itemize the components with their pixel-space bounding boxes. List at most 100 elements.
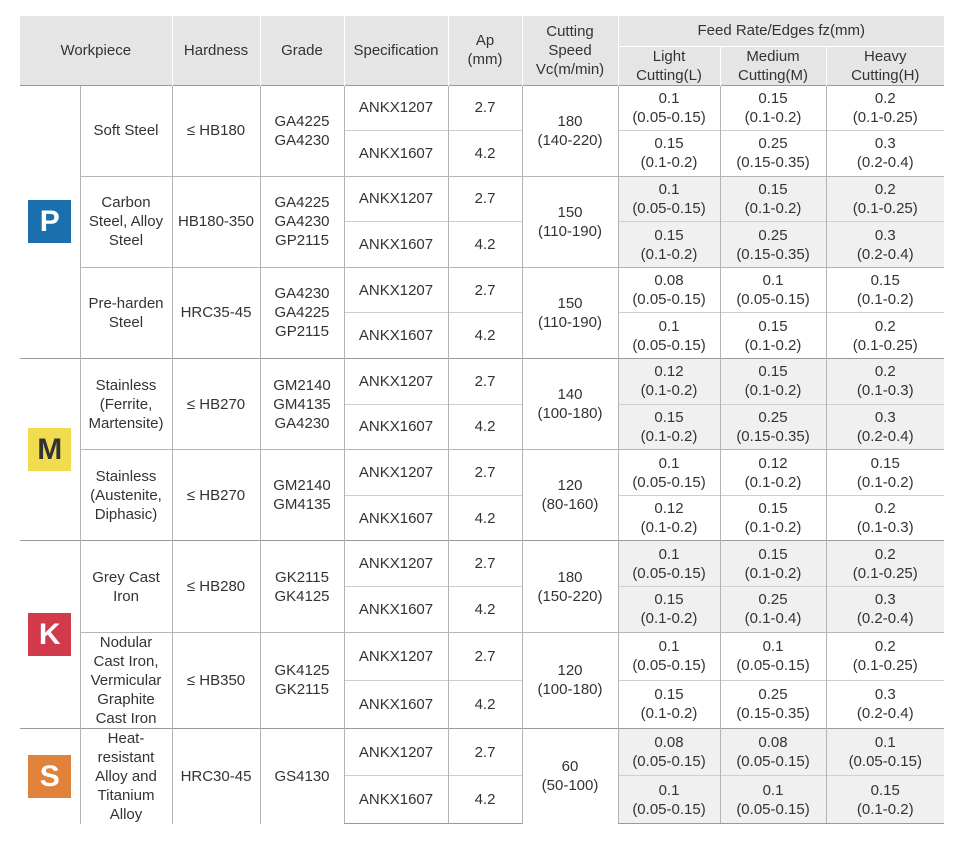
hardness-cell: HRC30-45 — [171, 727, 260, 824]
grade-code: GA4230 — [274, 131, 330, 149]
feed-value: 0.1 — [658, 545, 680, 563]
heavy-header-line1: Heavy — [863, 47, 907, 65]
feed-range: (0.1-0.25) — [852, 564, 918, 582]
table-row: P Soft Steel ≤ HB180 GA4225 GA4230 ANKX1207 2.… — [20, 84, 945, 359]
feed-range: (0.15-0.35) — [736, 427, 810, 445]
grade-code: GA4230 — [274, 414, 330, 432]
feed-medium-cell: 0.15 (0.1-0.2) — [719, 540, 826, 587]
feed-value: 0.15 — [870, 454, 900, 472]
grade-code: GK2115 — [275, 568, 329, 586]
cutting-speed-cell: 140 (100-180) — [521, 358, 618, 450]
specification-cell: ANKX1207 — [343, 449, 448, 496]
ap-cell: 2.7 — [447, 358, 522, 405]
specification-cell: ANKX1207 — [343, 84, 448, 131]
feed-light-cell: 0.1 (0.05-0.15) — [617, 84, 720, 131]
feed-range: (0.1-0.2) — [640, 610, 698, 628]
workpiece-line: Grey Cast — [92, 568, 160, 586]
ap-cell: 2.7 — [447, 266, 522, 313]
workpiece-line: Cast Iron — [95, 709, 157, 727]
workpiece-cell: Stainless (Austenite, Diphasic) — [79, 449, 172, 541]
feed-light-cell: 0.15 (0.1-0.2) — [617, 586, 720, 633]
feed-range: (0.05-0.15) — [632, 753, 706, 770]
feed-heavy-cell: 0.2 (0.1-0.25) — [825, 84, 945, 131]
table-row: ANKX1607 4.2 0.15 (0.1-0.2) 0.25 (0.15-0.35) 0… — [20, 403, 945, 450]
feed-light-cell: 0.1 (0.05-0.15) — [617, 540, 720, 587]
heavy-cutting-header: Heavy Cutting(H) — [825, 45, 945, 85]
material-class-badge: K — [28, 613, 72, 657]
table-row: Nodular Cast Iron, Vermicular Graphite Cast … — [20, 631, 945, 729]
grade-code: GP2115 — [275, 323, 329, 341]
table-row: ANKX1607 4.2 0.1 (0.05-0.15) 0.1 (0.05-0.15) 0… — [20, 775, 945, 825]
feed-heavy-cell: 0.3 (0.2-0.4) — [825, 403, 945, 450]
feed-range: (0.15-0.35) — [736, 245, 810, 263]
speed-header-line3: Vc(m/min) — [535, 60, 605, 78]
feed-range: (0.1-0.3) — [856, 519, 914, 537]
table-row: Carbon Steel, Alloy Steel HB180-350 GA4225 GA… — [20, 175, 945, 268]
workpiece-line: Graphite — [97, 690, 155, 708]
cutting-speed-range: (50-100) — [541, 777, 599, 795]
specification-cell: ANKX1607 — [343, 130, 448, 177]
material-class-cell: K — [20, 540, 80, 729]
workpiece-line: Steel — [108, 313, 144, 331]
table-row: ANKX1607 4.2 0.15 (0.1-0.2) 0.25 (0.1-0.4) 0.3… — [20, 586, 945, 633]
table-row: Stainless (Austenite, Diphasic) ≤ HB270 GM21… — [20, 449, 945, 541]
cutting-speed-range: (100-180) — [537, 681, 603, 699]
feed-heavy-cell: 0.2 (0.1-0.25) — [825, 312, 945, 359]
grade-code: GA4225 — [274, 112, 330, 130]
feed-range: (0.1-0.2) — [744, 473, 802, 491]
workpiece-line: Stainless — [95, 376, 157, 394]
material-class-cell: M — [20, 358, 80, 541]
feed-value: 0.3 — [874, 226, 896, 244]
feed-value: 0.15 — [758, 500, 788, 518]
grade-code: GS4130 — [274, 767, 330, 785]
workpiece-line: Vermicular — [90, 671, 162, 689]
grade-cell: GK2115 GK4125 — [259, 540, 344, 633]
feed-medium-cell: 0.1 (0.05-0.15) — [719, 631, 826, 681]
specification-cell: ANKX1607 — [343, 312, 448, 359]
table-row: ANKX1607 4.2 0.15 (0.1-0.2) 0.25 (0.15-0.35) 0… — [20, 130, 945, 177]
ap-cell: 4.2 — [447, 312, 522, 359]
cutting-speed-value: 140 — [557, 386, 583, 404]
ap-cell: 2.7 — [447, 175, 522, 222]
workpiece-line: Alloy and — [95, 767, 157, 785]
feed-value: 0.15 — [758, 89, 788, 107]
feed-value: 0.3 — [874, 135, 896, 153]
material-class-badge: M — [28, 428, 72, 472]
ap-cell: 4.2 — [447, 679, 522, 729]
feed-range: (0.1-0.3) — [856, 382, 914, 400]
feed-range: (0.1-0.25) — [852, 108, 918, 126]
grade-code: GK4125 — [274, 587, 330, 605]
specification-header: Specification — [343, 16, 448, 85]
feed-heavy-cell: 0.2 (0.1-0.3) — [825, 358, 945, 405]
cutting-speed-range: (110-190) — [538, 222, 602, 240]
medium-cutting-header: Medium Cutting(M) — [719, 45, 826, 85]
workpiece-line: Martensite) — [88, 414, 164, 432]
feed-value: 0.15 — [654, 226, 684, 244]
table-row: ANKX1607 4.2 0.15 (0.1-0.2) 0.25 (0.15-0.35) 0… — [20, 679, 945, 729]
feed-value: 0.3 — [874, 591, 896, 609]
light-cutting-header: Light Cutting(L) — [617, 45, 720, 85]
grade-code: GM2140 — [273, 477, 331, 495]
material-class-cell: P — [20, 84, 80, 359]
feed-medium-cell: 0.15 (0.1-0.2) — [719, 358, 826, 405]
feed-range: (0.05-0.15) — [632, 473, 706, 491]
cutting-parameters-table: Workpiece Hardness Grade Specification A… — [20, 16, 945, 825]
feed-range: (0.1-0.2) — [640, 427, 698, 445]
feed-value: 0.25 — [758, 591, 788, 609]
hardness-cell: ≤ HB270 — [171, 358, 260, 450]
medium-header-line2: Cutting(M) — [737, 66, 808, 84]
workpiece-line: Heat- — [107, 729, 145, 747]
feed-heavy-cell: 0.2 (0.1-0.3) — [825, 494, 945, 541]
feed-range: (0.1-0.2) — [640, 154, 698, 172]
cutting-speed-cell: 180 (140-220) — [521, 84, 618, 177]
workpiece-cell: Heat-resistant Alloy and Titanium Alloy — [79, 727, 172, 824]
feed-value: 0.12 — [654, 363, 684, 381]
feed-heavy-cell: 0.3 (0.2-0.4) — [825, 586, 945, 633]
hardness-cell: HRC35-45 — [171, 266, 260, 359]
feed-value: 0.15 — [758, 363, 788, 381]
feed-range: (0.1-0.2) — [744, 519, 802, 537]
feed-range: (0.05-0.15) — [736, 800, 810, 818]
feed-heavy-cell: 0.3 (0.2-0.4) — [825, 130, 945, 177]
grade-cell: GM2140 GM4135 — [259, 449, 344, 541]
feed-value: 0.2 — [874, 363, 896, 381]
